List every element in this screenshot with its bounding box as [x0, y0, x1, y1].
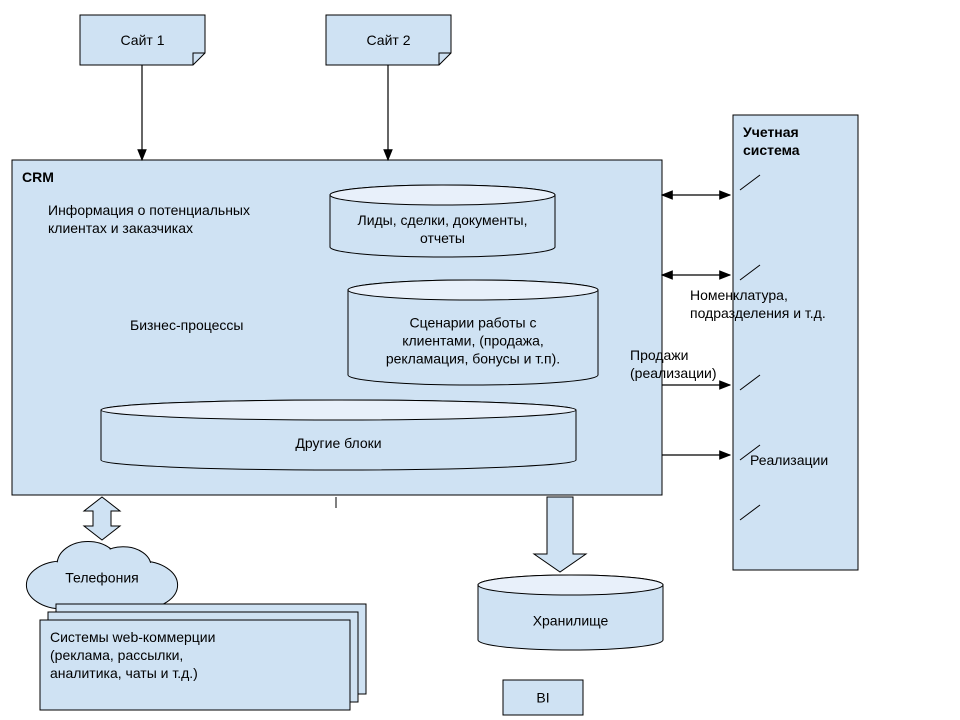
telephony-cloud-label: Телефония: [65, 570, 138, 586]
accounting-system: [733, 115, 858, 570]
bi-box-title: BI: [536, 690, 549, 706]
crm-scenarios-cylinder-label: Сценарии работы с: [409, 315, 536, 331]
web-commerce-systems-label: (реклама, рассылки,: [50, 647, 183, 663]
svg-text:система: система: [743, 142, 800, 158]
crm-container-title: CRM: [22, 169, 54, 185]
crm-bp-label: Бизнес-процессы: [130, 317, 243, 333]
accounting-nomenclature-label: Номенклатура,: [690, 287, 788, 303]
crm-info-label: Информация о потенциальных: [48, 202, 250, 218]
accounting-realizations-label: Реализации: [750, 452, 828, 468]
crm-info-label: клиентах и заказчиках: [48, 220, 193, 236]
crm-scenarios-cylinder-label: клиентами, (продажа,: [402, 333, 544, 349]
web-commerce-systems-label: Системы web-коммерции: [50, 629, 215, 645]
site-2-label: Сайт 2: [367, 32, 411, 48]
storage-cylinder-label: Хранилище: [533, 613, 609, 629]
crm-telephony: [84, 497, 120, 540]
crm-other-cylinder-label: Другие блоки: [295, 435, 381, 451]
accounting-system-title: Учетная: [743, 124, 799, 140]
accounting-nomenclature-label: подразделения и т.д.: [690, 305, 826, 321]
site-1-label: Сайт 1: [121, 32, 165, 48]
web-commerce-systems-label: аналитика, чаты и т.д.): [50, 665, 198, 681]
crm-leads-cylinder-label: отчеты: [420, 230, 465, 246]
crm-sales-label: Продажи: [630, 347, 688, 363]
crm-scenarios-cylinder-label: рекламация, бонусы и т.п).: [386, 351, 560, 367]
crm-sales-label: (реализации): [630, 365, 717, 381]
crm-leads-cylinder-label: Лиды, сделки, документы,: [358, 212, 528, 228]
diagram-canvas: CRM Учетная система Сайт 1 Сайт 2 Информация …: [0, 0, 960, 720]
crm-storage: [534, 497, 586, 572]
